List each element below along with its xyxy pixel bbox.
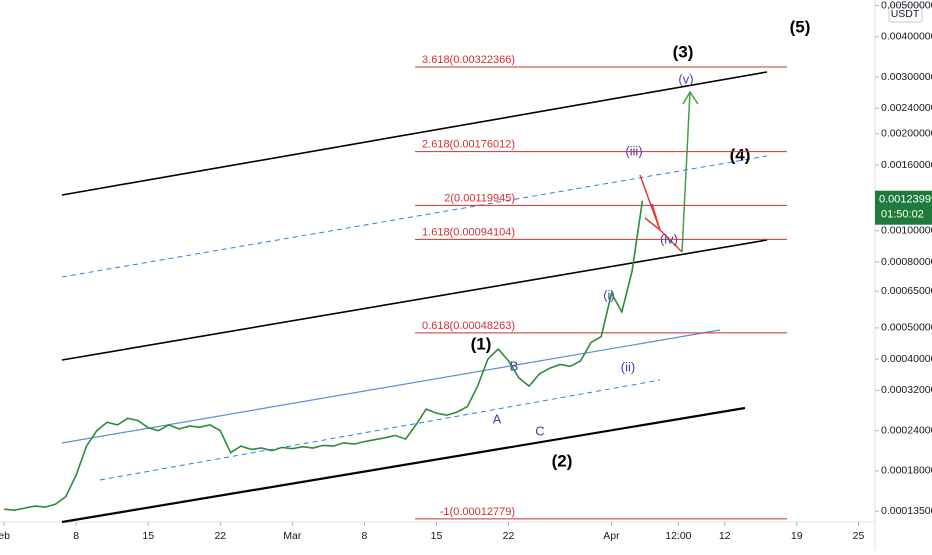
last-price-label: 0.00123999	[879, 194, 932, 206]
x-tick-label: 19	[791, 530, 803, 542]
fib-label: 3.618(0.00322366)	[422, 54, 515, 66]
wave-label: C	[535, 423, 544, 438]
fib-label: 0.618(0.00048263)	[422, 320, 515, 332]
wave-label: (ii)	[621, 359, 635, 374]
wave-label: (v)	[678, 71, 693, 86]
y-tick-label: 0.00500000	[881, 0, 932, 11]
x-tick-label: 22	[214, 530, 226, 542]
currency-box[interactable]	[888, 4, 923, 23]
y-tick-label: 0.00200000	[881, 128, 932, 140]
x-tick-label: 15	[142, 530, 154, 542]
wave-label: B	[510, 358, 519, 373]
wave-label: (2)	[552, 451, 573, 470]
arrow-head	[682, 90, 699, 105]
fib-label: 2.618(0.00176012)	[422, 139, 515, 151]
fib-label: 1.618(0.00094104)	[422, 226, 515, 238]
wave-label: (iii)	[625, 143, 642, 158]
wave-label: (3)	[673, 42, 694, 61]
currency-label: USDT	[891, 8, 920, 20]
x-tick-label: 15	[431, 530, 443, 542]
wave-label: (5)	[790, 17, 811, 36]
fib-label: 2(0.00119945)	[444, 192, 515, 204]
y-tick-label: 0.00080000	[881, 256, 932, 268]
x-tick-label: 12	[719, 530, 731, 542]
y-tick-label: 0.00032000	[881, 384, 932, 396]
x-tick-label: Mar	[283, 530, 302, 542]
y-tick-label: 0.00018000	[881, 465, 932, 477]
wave-label: (1)	[471, 334, 492, 353]
x-tick-label: 22	[503, 530, 515, 542]
channel-midline	[61, 155, 768, 278]
channel-line	[61, 406, 746, 524]
trendlines	[61, 71, 768, 524]
channel-line	[61, 329, 721, 444]
arrow-head	[644, 203, 662, 233]
fib-label: -1(0.00012779)	[440, 506, 515, 518]
channel-midline	[99, 379, 661, 481]
x-tick-label: 12:00	[665, 530, 691, 542]
x-tick-label: 8	[361, 530, 367, 542]
wave-label: (i)	[603, 287, 615, 302]
projection-arrow	[681, 91, 691, 253]
y-tick-label: 0.00300000	[881, 71, 932, 83]
last-price-tag	[875, 190, 932, 225]
y-tick-label: 0.00160000	[881, 159, 932, 171]
x-tick-label: Apr	[603, 530, 620, 542]
x-tick-label: eb	[0, 530, 10, 542]
y-tick-label: 0.00240000	[881, 102, 932, 114]
y-tick-label: 0.00024000	[881, 424, 932, 436]
channel-line	[61, 71, 768, 196]
x-tick-label: 25	[853, 530, 865, 542]
wave-labels: (5) (3) (4) (1) (2) A B C (i) (ii) (iii)…	[471, 17, 811, 470]
x-tick-label: 8	[73, 530, 79, 542]
wave-label: (4)	[730, 145, 751, 164]
wave-label: A	[493, 411, 502, 426]
y-tick-label: 0.00065000	[881, 285, 932, 297]
channel-line	[61, 239, 768, 361]
y-tick-label: 0.00040000	[881, 353, 932, 365]
countdown-label: 01:50:02	[881, 209, 924, 221]
y-tick-label: 0.00100000	[881, 225, 932, 237]
y-tick-label: 0.00050000	[881, 322, 932, 334]
price-line	[4, 200, 644, 512]
y-tick-label: 0.00400000	[881, 31, 932, 43]
y-tick-label: 0.00013500	[881, 505, 932, 517]
